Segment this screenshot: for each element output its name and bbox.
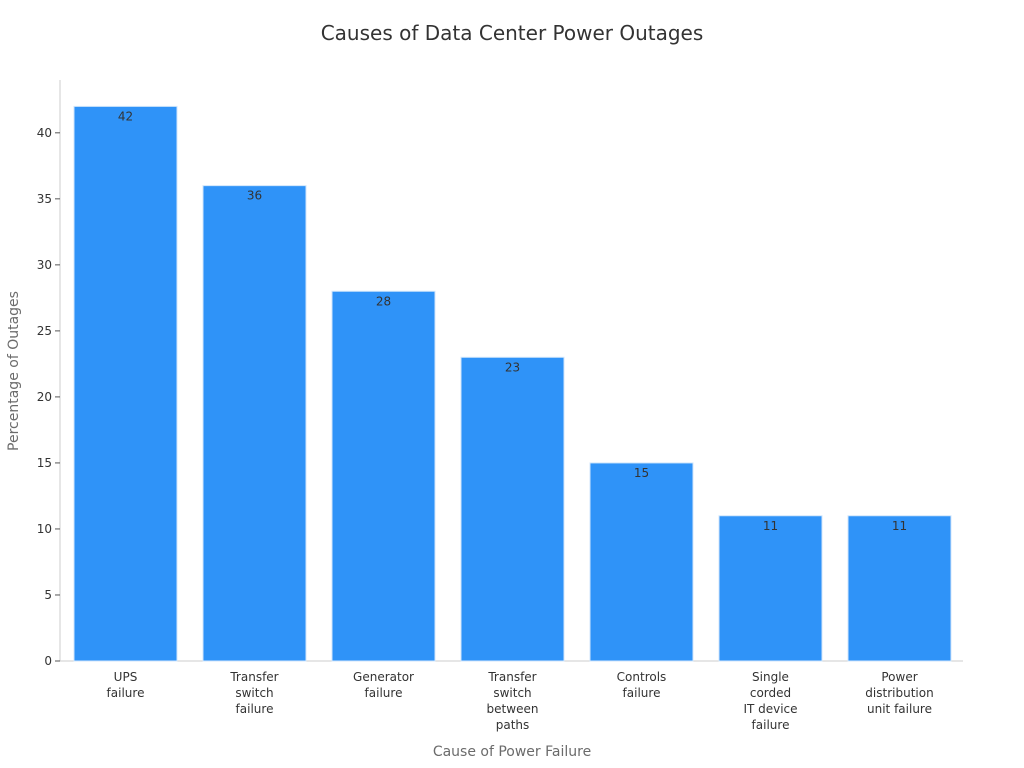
x-tick-label: Transfer [229,670,278,684]
y-tick-label: 40 [37,126,52,140]
x-tick-label: failure [236,702,274,716]
x-tick-label: failure [365,686,403,700]
x-tick-label: switch [493,686,531,700]
x-axis-label: Cause of Power Failure [433,744,591,760]
x-tick-label: paths [496,718,530,732]
x-tick-label: Generator [353,670,414,684]
data-label: 11 [763,519,778,533]
y-tick-label: 15 [37,456,52,470]
x-tick-label: Single [752,670,789,684]
plot-area: 0 5 10 15 20 25 30 35 40 42 UPS failure 36 Transfer sw… [37,80,963,732]
x-tick-label: failure [752,718,790,732]
y-tick-label: 20 [37,390,52,404]
bar [331,290,436,662]
y-tick-label: 5 [44,588,52,602]
y-tick-label: 30 [37,258,52,272]
y-axis-label: Percentage of Outages [6,291,22,451]
data-label: 23 [505,360,520,374]
bar [847,515,952,662]
x-tick-label: failure [107,686,145,700]
x-tick-label: between [487,702,539,716]
data-label: 15 [634,466,649,480]
x-tick-label: UPS [114,670,138,684]
bar [73,105,178,662]
chart-title: Causes of Data Center Power Outages [321,21,704,45]
y-tick-label: 35 [37,192,52,206]
x-tick-label: unit failure [867,702,932,716]
x-tick-label: Controls [617,670,667,684]
x-tick-label: switch [235,686,273,700]
x-tick-label: IT device [743,702,797,716]
x-tick-label: Power [881,670,917,684]
bar [589,462,694,662]
data-label: 11 [892,519,907,533]
bar [460,356,565,662]
y-tick-label: 10 [37,522,52,536]
bar [202,185,307,662]
x-tick-label: distribution [865,686,933,700]
x-tick-label: corded [750,686,791,700]
x-tick-label: Transfer [487,670,536,684]
y-tick-label: 25 [37,324,52,338]
data-label: 28 [376,294,391,308]
x-tick-label: failure [623,686,661,700]
data-label: 36 [247,189,262,203]
data-label: 42 [118,109,133,123]
y-tick-label: 0 [44,654,52,668]
bar [718,515,823,662]
